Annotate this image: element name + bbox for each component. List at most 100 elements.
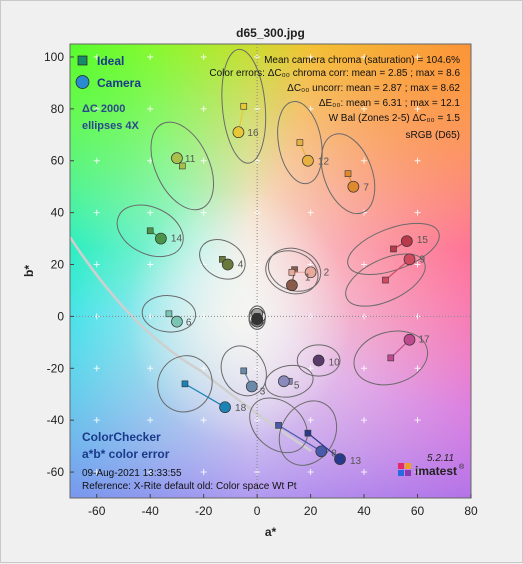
error-ellipse-8 — [249, 397, 308, 454]
grid-cross — [200, 53, 207, 60]
camera-marker-3 — [245, 380, 258, 393]
y-tick-label: 80 — [51, 102, 65, 116]
grid-cross — [361, 365, 368, 372]
x-tick-label: 20 — [304, 504, 318, 518]
y-axis-label: b* — [22, 265, 36, 277]
grid-cross — [307, 469, 314, 476]
grid-cross — [147, 53, 154, 60]
y-tick-label: -60 — [47, 465, 65, 479]
ideal-marker-16 — [240, 102, 248, 110]
x-tick-label: 60 — [411, 504, 425, 518]
error-ellipse-14 — [116, 204, 184, 258]
caption-date: 09-Aug-2021 13:33:55 — [82, 468, 182, 479]
legend-note-ellipses: ellipses 4X — [82, 120, 140, 132]
error-ellipse-5 — [264, 364, 314, 398]
camera-marker-18 — [219, 401, 231, 414]
grid-cross — [93, 209, 100, 216]
camera-marker-15 — [400, 235, 413, 248]
chart-title: d65_300.jpg — [236, 26, 305, 40]
error-ellipse-4 — [199, 239, 246, 280]
error-ellipse-12 — [277, 101, 323, 185]
patch-label-15: 15 — [417, 235, 429, 246]
grid-cross — [414, 365, 421, 372]
grid-cross — [93, 469, 100, 476]
grid-cross — [307, 417, 314, 424]
ideal-marker-8 — [275, 422, 282, 429]
grid-cross — [307, 105, 314, 112]
grid-cross — [93, 105, 100, 112]
patch-label-14: 14 — [171, 234, 183, 245]
camera-marker-6 — [171, 315, 183, 328]
x-tick-label: -60 — [88, 504, 106, 518]
grid-cross — [200, 209, 207, 216]
grid-cross — [93, 53, 100, 60]
info-line-1: Mean camera chroma (saturation) = 104.6% — [264, 55, 460, 66]
camera-marker-16 — [232, 126, 245, 139]
y-tick-label: -40 — [47, 413, 65, 427]
info-line-2: Color errors: ΔC₀₀ chroma corr: mean = 2… — [209, 68, 460, 79]
caption-colorchecker: ColorChecker — [82, 430, 161, 444]
grid-cross — [361, 417, 368, 424]
ideal-marker-15 — [390, 245, 397, 253]
error-vector-8 — [278, 424, 322, 452]
camera-marker-17 — [403, 333, 416, 346]
grid-cross — [200, 417, 207, 424]
ideal-marker-12 — [296, 139, 304, 146]
patch-label-10: 10 — [329, 358, 341, 369]
patch-label-2: 2 — [324, 267, 330, 278]
imatest-logo-text: imatest — [415, 464, 457, 478]
ideal-marker-9 — [382, 276, 389, 284]
info-block: Mean camera chroma (saturation) = 104.6%… — [209, 55, 460, 141]
legend-camera-circle-icon — [75, 75, 90, 89]
y-tick-label: 60 — [51, 154, 65, 168]
error-vector-18 — [184, 383, 226, 408]
grid-cross — [361, 105, 368, 112]
camera-marker-24 — [251, 313, 263, 325]
info-line-4: ΔE₀₀: mean = 6.31 ; max = 12.1 — [319, 98, 461, 109]
patch-label-8: 8 — [331, 448, 337, 459]
ideal-marker-18 — [181, 380, 189, 388]
camera-marker-1 — [286, 279, 298, 292]
legend: Ideal Camera ΔC 2000 ellipses 4X — [75, 54, 141, 132]
ideal-marker-11 — [178, 162, 186, 170]
grid-cross — [361, 53, 368, 60]
error-ellipse-17 — [353, 330, 429, 386]
patch-label-18: 18 — [235, 403, 247, 414]
grid-cross — [93, 365, 100, 372]
bottom-caption: ColorChecker a*b* color error 09-Aug-202… — [82, 430, 465, 492]
grid-cross — [414, 469, 421, 476]
grid-cross — [414, 209, 421, 216]
grid-cross — [93, 417, 100, 424]
x-tick-label: 0 — [254, 504, 261, 518]
legend-ideal-square-icon — [77, 55, 88, 66]
patch-label-6: 6 — [186, 318, 192, 329]
patch-label-12: 12 — [318, 157, 330, 168]
grid-cross — [361, 157, 368, 164]
gamut-boundary-line — [70, 236, 312, 453]
y-tick-label: 100 — [44, 50, 64, 64]
grid-cross — [307, 53, 314, 60]
patch-label-11: 11 — [185, 154, 196, 165]
patch-label-5: 5 — [294, 380, 300, 391]
patch-label-7: 7 — [363, 183, 369, 194]
plot-border — [69, 43, 472, 499]
grid-cross — [307, 365, 314, 372]
legend-camera: Camera — [97, 76, 141, 90]
camera-marker-13 — [334, 453, 346, 465]
patch-label-13: 13 — [350, 456, 362, 467]
grid-cross — [147, 365, 154, 372]
error-ellipse-10 — [296, 344, 341, 377]
info-line-6: sRGB (D65) — [406, 130, 460, 141]
version-label: 5.2.11 — [427, 453, 454, 464]
grid-cross — [147, 417, 154, 424]
grid-cross — [147, 209, 154, 216]
ideal-marker-2 — [288, 268, 296, 276]
y-tick-label: 20 — [51, 258, 65, 272]
x-tick-label: 80 — [464, 504, 478, 518]
camera-marker-4 — [221, 258, 234, 271]
grid-cross — [414, 105, 421, 112]
error-vector-13 — [307, 432, 341, 460]
imatest-logo-icon — [398, 463, 411, 476]
